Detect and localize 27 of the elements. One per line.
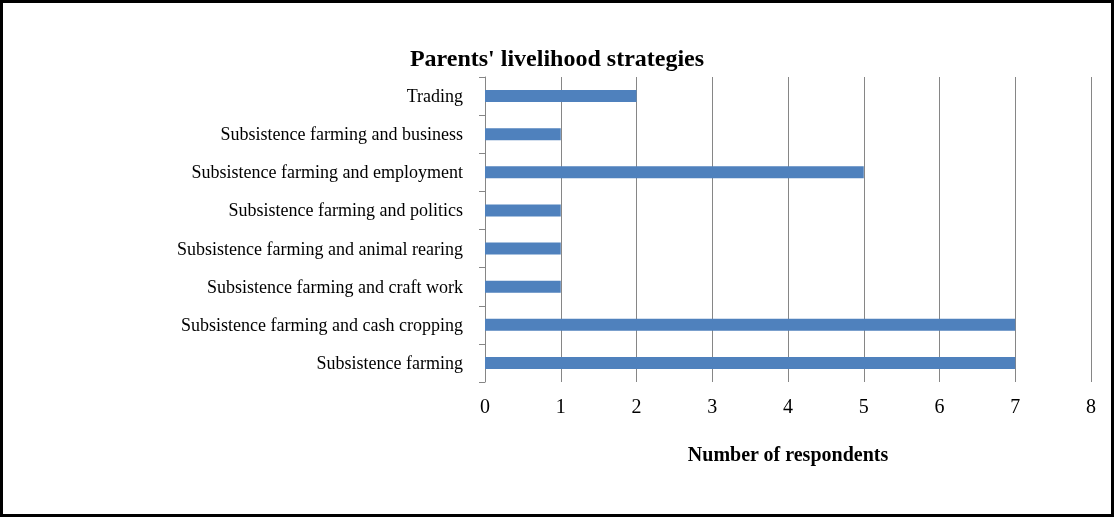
x-tick-label: 6 xyxy=(934,395,945,417)
bar xyxy=(485,90,637,103)
x-tick-label: 4 xyxy=(783,395,793,417)
x-tick-label: 5 xyxy=(858,395,869,417)
x-tick-label: 8 xyxy=(1086,395,1096,417)
bar xyxy=(485,128,561,141)
y-tick-label: Subsistence farming and craft work xyxy=(207,276,463,297)
y-tick-label: Subsistence farming and employment xyxy=(191,162,463,183)
bar xyxy=(485,166,864,179)
x-axis-title: Number of respondents xyxy=(687,443,889,466)
y-tick-label: Subsistence farming and business xyxy=(220,124,463,145)
x-tick-label: 0 xyxy=(480,395,490,417)
y-tick-label: Trading xyxy=(406,86,463,107)
chart-title: Parents' livelihood strategies xyxy=(409,45,705,71)
x-tick-label: 1 xyxy=(555,395,566,417)
bar xyxy=(485,204,561,217)
bar xyxy=(485,356,1016,369)
y-tick-label: Subsistence farming xyxy=(316,352,463,373)
x-tick-label: 7 xyxy=(1010,395,1021,417)
bar xyxy=(485,242,561,255)
bar xyxy=(485,280,561,293)
y-tick-label: Subsistence farming and politics xyxy=(228,200,463,221)
y-tick-label: Subsistence farming and animal rearing xyxy=(177,238,463,259)
y-tick-label: Subsistence farming and cash cropping xyxy=(181,314,463,335)
x-tick-label: 3 xyxy=(707,395,718,417)
bar xyxy=(485,318,1016,331)
x-tick-label: 2 xyxy=(631,395,642,417)
